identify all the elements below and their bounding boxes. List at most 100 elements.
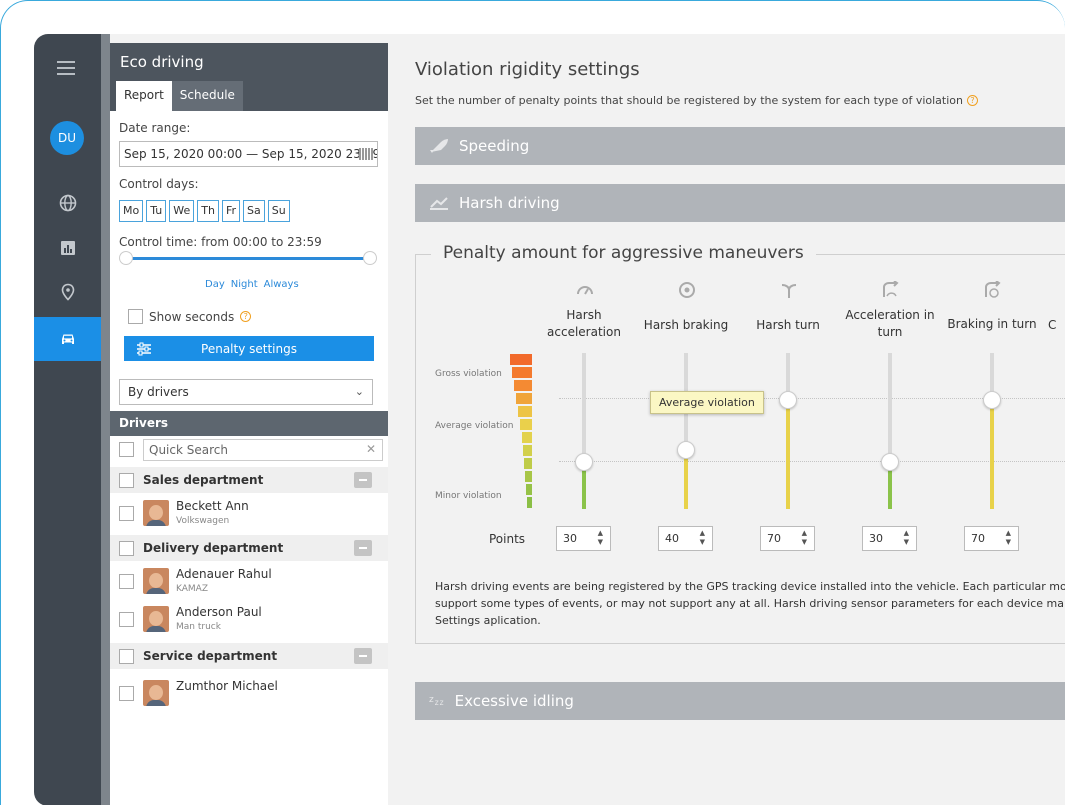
day-su[interactable]: Su bbox=[267, 200, 290, 222]
preset-night[interactable]: Night bbox=[230, 279, 258, 290]
slider-harsh-acceleration[interactable] bbox=[582, 353, 586, 509]
time-presets: Day Night Always bbox=[205, 279, 299, 290]
day-th[interactable]: Th bbox=[197, 200, 219, 222]
stepper-arrows-icon[interactable]: ▲ ▼ bbox=[699, 529, 705, 546]
driver-photo bbox=[143, 568, 169, 594]
collapse-icon[interactable] bbox=[354, 472, 372, 488]
driver-photo bbox=[143, 500, 169, 526]
points-value: 70 bbox=[971, 532, 985, 545]
points-stepper-braking-in-turn[interactable]: 70 ▲ ▼ bbox=[964, 526, 1019, 551]
select-all-checkbox[interactable] bbox=[119, 442, 134, 457]
points-stepper-harsh-acceleration[interactable]: 30 ▲ ▼ bbox=[556, 526, 611, 551]
driver-name: Zumthor Michael bbox=[176, 679, 278, 693]
stepper-arrows-icon[interactable]: ▲ ▼ bbox=[1005, 529, 1011, 546]
slider-fill bbox=[990, 400, 994, 509]
points-stepper-harsh-turn[interactable]: 70 ▲ ▼ bbox=[760, 526, 815, 551]
section-excessive-idling[interactable]: zzz Excessive idling bbox=[415, 682, 1065, 720]
app: DU Eco driving Report Schedule Date rang… bbox=[34, 34, 1065, 805]
penalty-settings-button[interactable]: Penalty settings bbox=[124, 336, 374, 361]
group-row-service[interactable]: Service department bbox=[110, 643, 388, 669]
driver-row[interactable]: Beckett Ann Volkswagen bbox=[110, 495, 388, 533]
driver-checkbox[interactable] bbox=[119, 506, 134, 521]
day-mo[interactable]: Mo bbox=[119, 200, 144, 222]
braking-turn-icon bbox=[985, 281, 1001, 298]
day-fr[interactable]: Fr bbox=[221, 200, 241, 222]
points-value: 30 bbox=[869, 532, 883, 545]
driver-photo bbox=[143, 680, 169, 706]
help-icon[interactable]: ? bbox=[240, 311, 252, 322]
control-time-end-handle[interactable] bbox=[363, 251, 377, 265]
subtitle-text: Set the number of penalty points that sh… bbox=[415, 94, 963, 107]
slider-braking-in-turn[interactable] bbox=[990, 353, 994, 509]
location-pin-icon[interactable] bbox=[34, 274, 101, 310]
slider-handle-harsh-acceleration[interactable] bbox=[575, 453, 593, 471]
description-line: Settings aplication. bbox=[435, 614, 541, 627]
collapse-icon[interactable] bbox=[354, 648, 372, 664]
slider-handle-acceleration-in-turn[interactable] bbox=[881, 453, 899, 471]
acceleration-turn-icon bbox=[883, 281, 899, 297]
turn-arrow-icon bbox=[781, 284, 797, 298]
control-time-start-handle[interactable] bbox=[119, 251, 133, 265]
driver-vehicle: Man truck bbox=[176, 622, 221, 632]
group-checkbox[interactable] bbox=[119, 540, 134, 556]
main-content: Violation rigidity settings Set the numb… bbox=[388, 43, 1065, 805]
page-title: Violation rigidity settings bbox=[415, 59, 640, 80]
preset-day[interactable]: Day bbox=[205, 279, 225, 290]
show-seconds-checkbox[interactable] bbox=[128, 309, 143, 324]
slider-handle-harsh-turn[interactable] bbox=[779, 391, 797, 409]
group-checkbox[interactable] bbox=[119, 648, 134, 664]
preset-always[interactable]: Always bbox=[263, 279, 299, 290]
section-harsh-driving[interactable]: Harsh driving bbox=[415, 184, 1065, 222]
stepper-arrows-icon[interactable]: ▲ ▼ bbox=[597, 529, 603, 546]
slider-harsh-braking[interactable] bbox=[684, 353, 688, 509]
driver-checkbox[interactable] bbox=[119, 686, 134, 701]
day-sa[interactable]: Sa bbox=[243, 200, 265, 222]
group-by-select[interactable]: By drivers ⌄ bbox=[119, 379, 373, 405]
driver-vehicle: KAMAZ bbox=[176, 584, 208, 594]
slider-handle-harsh-braking[interactable] bbox=[677, 441, 695, 459]
rail-divider bbox=[101, 34, 110, 805]
average-threshold-line bbox=[559, 398, 1065, 399]
driver-row[interactable]: Zumthor Michael bbox=[110, 675, 388, 713]
points-value: 30 bbox=[563, 532, 577, 545]
date-range-field[interactable]: Sep 15, 2020 00:00 — Sep 15, 2020 23:59 bbox=[119, 141, 378, 167]
driver-name: Beckett Ann bbox=[176, 499, 249, 513]
driver-vehicle: Volkswagen bbox=[176, 516, 230, 526]
section-speeding[interactable]: Speeding bbox=[415, 127, 1065, 165]
stepper-arrows-icon[interactable]: ▲ ▼ bbox=[801, 529, 807, 546]
user-avatar[interactable]: DU bbox=[50, 121, 84, 155]
clear-search-icon[interactable]: ✕ bbox=[365, 442, 376, 456]
points-stepper-harsh-braking[interactable]: 40 ▲ ▼ bbox=[658, 526, 713, 551]
slider-harsh-turn[interactable] bbox=[786, 353, 790, 509]
group-name: Service department bbox=[143, 649, 278, 663]
car-icon[interactable] bbox=[34, 317, 101, 361]
control-time-label: Control time: from 00:00 to 23:59 bbox=[119, 235, 322, 249]
nav-rail: DU bbox=[34, 34, 101, 805]
control-time-slider-track[interactable] bbox=[126, 257, 370, 260]
show-seconds: Show seconds ? bbox=[128, 309, 252, 324]
stepper-arrows-icon[interactable]: ▲ ▼ bbox=[903, 529, 909, 546]
day-tu[interactable]: Tu bbox=[146, 200, 167, 222]
calendar-icon[interactable] bbox=[359, 148, 373, 160]
tab-report[interactable]: Report bbox=[116, 81, 172, 111]
group-row-sales[interactable]: Sales department bbox=[110, 467, 388, 493]
globe-icon[interactable] bbox=[34, 185, 101, 221]
tab-schedule[interactable]: Schedule bbox=[171, 81, 243, 111]
group-checkbox[interactable] bbox=[119, 472, 134, 488]
group-row-delivery[interactable]: Delivery department bbox=[110, 535, 388, 561]
driver-checkbox[interactable] bbox=[119, 612, 134, 627]
quick-search-input[interactable]: Quick Search ✕ bbox=[143, 439, 383, 461]
hamburger-menu-icon[interactable] bbox=[57, 61, 75, 75]
slider-handle-braking-in-turn[interactable] bbox=[983, 391, 1001, 409]
driver-row[interactable]: Adenauer Rahul KAMAZ bbox=[110, 563, 388, 601]
penalty-legend: Penalty amount for aggressive maneuvers bbox=[431, 243, 816, 263]
points-stepper-acceleration-in-turn[interactable]: 30 ▲ ▼ bbox=[862, 526, 917, 551]
bar-chart-icon[interactable] bbox=[34, 230, 101, 266]
day-we[interactable]: We bbox=[169, 200, 195, 222]
collapse-icon[interactable] bbox=[354, 540, 372, 556]
help-icon[interactable]: ? bbox=[966, 95, 978, 106]
slider-acceleration-in-turn[interactable] bbox=[888, 353, 892, 509]
driver-row[interactable]: Anderson Paul Man truck bbox=[110, 601, 388, 639]
sliders-icon bbox=[124, 342, 164, 356]
driver-checkbox[interactable] bbox=[119, 574, 134, 589]
